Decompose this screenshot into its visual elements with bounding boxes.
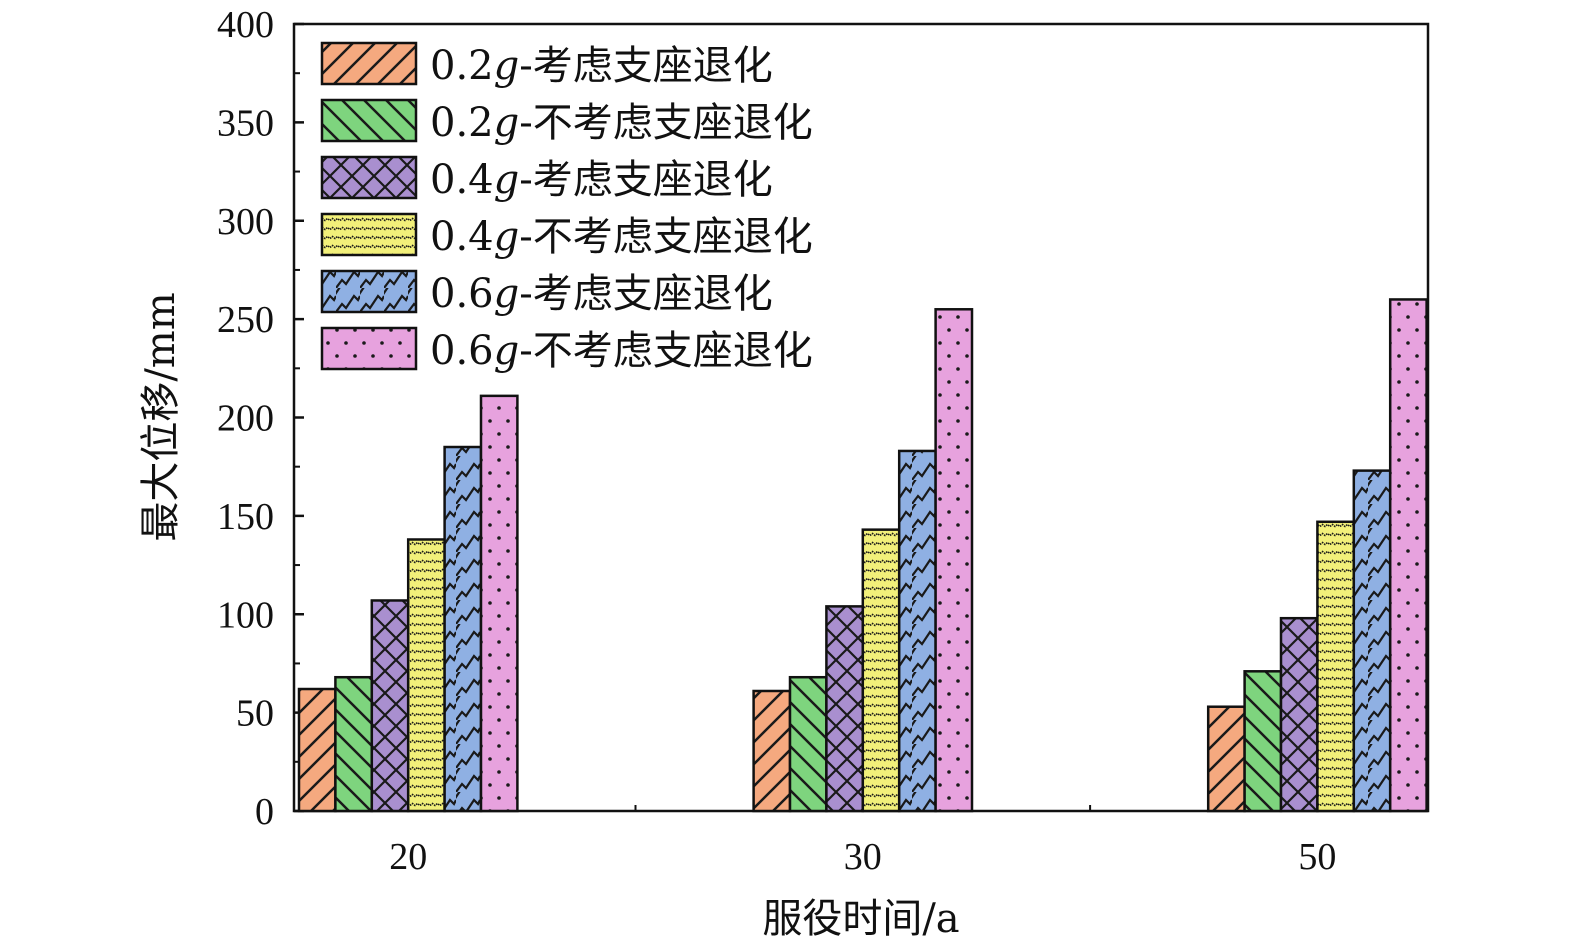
legend-swatch (320, 269, 418, 314)
legend-swatch (320, 326, 418, 371)
bar (934, 308, 974, 813)
legend-label: 0.2g-不考虑支座退化 (430, 100, 813, 146)
y-tick-label: 250 (217, 299, 274, 341)
bar (897, 449, 937, 813)
bar (334, 675, 374, 813)
legend-label: 0.4g-考虑支座退化 (430, 157, 773, 203)
legend-swatch (320, 41, 418, 86)
bar (1316, 520, 1356, 813)
bar (752, 689, 792, 813)
bar (1388, 298, 1428, 813)
bar (443, 445, 483, 813)
x-axis: 20 30 50 (389, 801, 1336, 878)
bar (825, 605, 865, 813)
x-tick-label: 30 (844, 836, 882, 878)
legend-label: 0.6g-考虑支座退化 (430, 271, 773, 317)
y-tick-label: 100 (217, 594, 274, 636)
y-tick-label: 350 (217, 102, 274, 144)
legend: 0.2g-考虑支座退化 0.2g-不考虑支座退化 0.4g-考虑支座退化 0.4g-不… (320, 41, 813, 374)
legend-swatch (320, 98, 418, 143)
bar (370, 599, 410, 813)
bar (1206, 705, 1246, 813)
y-tick-label: 200 (217, 398, 274, 440)
legend-swatch (320, 212, 418, 257)
bar (1352, 469, 1392, 813)
bar (1279, 616, 1319, 813)
bars (297, 298, 1428, 813)
bar (1243, 670, 1283, 813)
y-axis-title: 最大位移/mm (138, 292, 184, 541)
bar (479, 394, 519, 813)
bar (788, 675, 828, 813)
x-axis-title: 服役时间/a (762, 896, 959, 942)
legend-label: 0.6g-不考虑支座退化 (430, 328, 813, 374)
y-tick-label: 50 (236, 693, 274, 735)
y-tick-label: 300 (217, 201, 274, 243)
bar (861, 528, 901, 813)
y-axis: 0 50 100 150 200 250 300 350 400 (217, 4, 304, 833)
legend-label: 0.2g-考虑支座退化 (430, 43, 773, 89)
legend-swatch (320, 155, 418, 200)
x-tick-label: 20 (389, 836, 427, 878)
y-tick-label: 0 (255, 791, 274, 833)
y-tick-label: 400 (217, 4, 274, 46)
bar (406, 538, 446, 813)
y-tick-label: 150 (217, 496, 274, 538)
legend-label: 0.4g-不考虑支座退化 (430, 214, 813, 260)
bar (297, 687, 337, 813)
x-tick-label: 50 (1298, 836, 1336, 878)
